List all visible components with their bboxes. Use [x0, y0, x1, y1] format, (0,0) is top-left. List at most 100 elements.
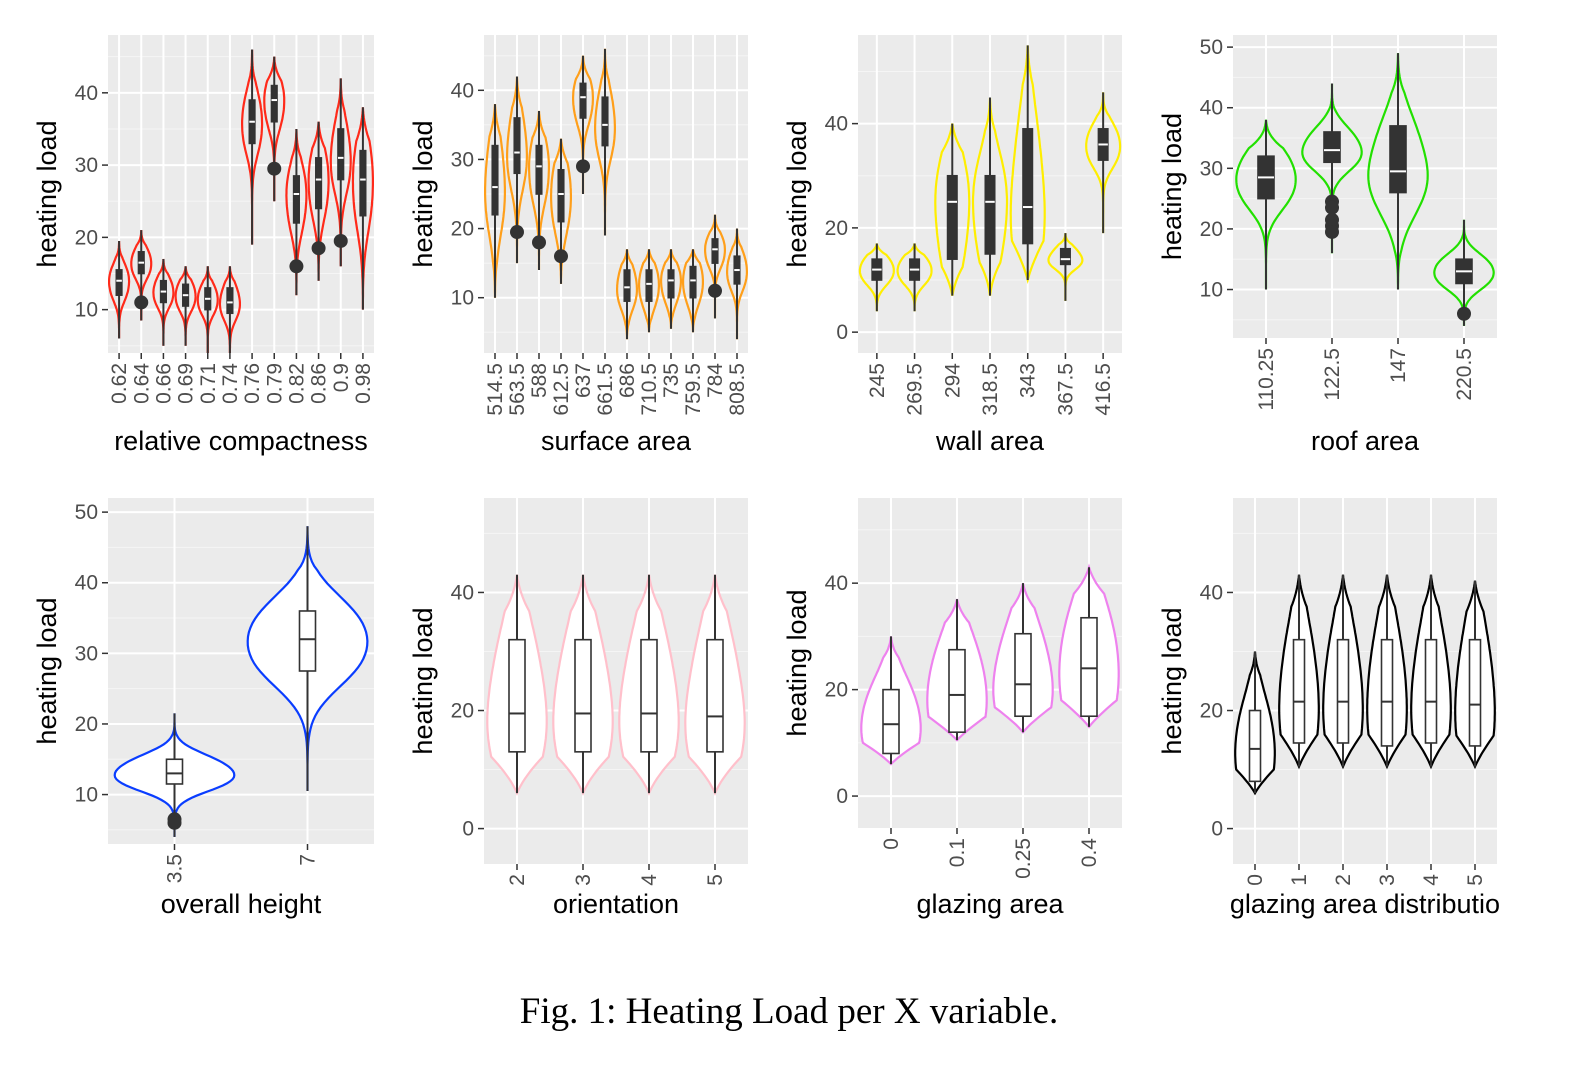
box-iqr — [1336, 638, 1350, 744]
violin-shape — [130, 230, 153, 321]
box-iqr — [315, 157, 323, 210]
x-tick-label: 0.64 — [130, 363, 153, 404]
chart-panel-2: 10 20 30 40 514.5 563.5 588 612.5 637 661.5 686 710… — [408, 35, 749, 456]
outlier-point — [1457, 306, 1471, 321]
box-iqr — [882, 688, 900, 755]
x-tick-label: 0.71 — [197, 363, 220, 404]
x-tick-label: 0.62 — [108, 363, 131, 404]
box-iqr — [1248, 709, 1262, 783]
y-tick-label: 50 — [1200, 36, 1223, 59]
y-tick-label: 40 — [825, 572, 848, 595]
violin-shape — [682, 249, 704, 333]
violin-shape — [1433, 219, 1495, 326]
x-tick-label: 5 — [1464, 874, 1487, 886]
x-tick-label: 5 — [704, 874, 727, 886]
x-tick-label: 7 — [297, 854, 320, 866]
violin-shape — [528, 110, 550, 270]
violin-shape — [638, 249, 660, 333]
box-iqr — [1292, 638, 1306, 744]
box-iqr — [711, 238, 719, 264]
box-iqr — [948, 648, 966, 733]
x-tick-label: 0.4 — [1078, 838, 1101, 868]
box-iqr — [1080, 616, 1098, 718]
box-iqr — [270, 84, 278, 123]
y-tick-label: 40 — [1200, 581, 1223, 604]
violin-shape — [660, 249, 682, 329]
chart-panel-8: 0 20 40 0 1 2 3 4 5 heating load glazing area dist… — [1157, 498, 1500, 919]
y-tick-label: 20 — [825, 217, 848, 240]
box-iqr — [557, 169, 565, 223]
panel-background — [1233, 498, 1497, 864]
x-axis-label: surface area — [541, 426, 692, 456]
x-tick-label: 0 — [1244, 874, 1267, 886]
x-tick-label: 343 — [1017, 363, 1040, 398]
x-tick-label: 3 — [1376, 874, 1399, 886]
y-tick-label: 10 — [1200, 279, 1223, 302]
x-tick-label: 4 — [638, 874, 661, 886]
y-tick-label: 40 — [451, 79, 474, 102]
y-tick-label: 20 — [1200, 218, 1223, 241]
y-axis-label: heating load — [782, 120, 812, 267]
box-iqr — [1014, 632, 1032, 718]
y-axis-label: heating load — [32, 120, 62, 267]
x-tick-label: 808.5 — [726, 363, 749, 416]
x-tick-label: 784 — [704, 363, 727, 398]
x-tick-label: 147 — [1387, 348, 1410, 383]
outlier-point — [333, 233, 348, 248]
outlier-point — [311, 241, 326, 256]
y-tick-label: 0 — [836, 321, 848, 344]
y-axis-label: heating load — [408, 607, 438, 754]
box-iqr — [1468, 638, 1482, 747]
box-iqr — [1323, 131, 1341, 164]
y-axis-label: heating load — [408, 120, 438, 267]
x-tick-label: 0.79 — [263, 363, 286, 404]
x-tick-label: 661.5 — [594, 363, 617, 416]
box-iqr — [946, 174, 958, 260]
box-iqr — [689, 265, 697, 299]
x-tick-label: 637 — [572, 363, 595, 398]
x-tick-label: 3.5 — [164, 854, 187, 883]
x-tick-label: 1 — [1288, 874, 1311, 886]
violin-shape — [934, 123, 971, 296]
outlier-point — [576, 159, 590, 174]
box-iqr — [1389, 125, 1407, 194]
box-iqr — [292, 175, 300, 224]
x-tick-label: 4 — [1420, 874, 1443, 886]
x-tick-label: 122.5 — [1321, 348, 1344, 401]
x-tick-label: 294 — [941, 363, 964, 398]
x-axis-label: wall area — [935, 426, 1045, 456]
x-tick-label: 0.66 — [152, 363, 175, 404]
y-axis-label: heating load — [1157, 607, 1187, 754]
x-tick-label: 0 — [880, 838, 903, 850]
box-iqr — [1380, 638, 1394, 747]
violin-shape — [896, 243, 933, 312]
y-axis-label: heating load — [32, 597, 62, 744]
y-tick-label: 0 — [836, 785, 848, 808]
outlier-point — [134, 295, 149, 310]
y-tick-label: 10 — [75, 299, 98, 322]
violin-marks — [113, 526, 369, 837]
x-tick-label: 2 — [506, 874, 529, 886]
chart-panel-7: 0 20 40 0 0.1 0.25 0.4 heating load glazing area — [782, 498, 1122, 919]
box-iqr — [535, 144, 543, 195]
y-tick-label: 40 — [451, 581, 474, 604]
x-tick-label: 563.5 — [506, 363, 529, 416]
x-tick-label: 318.5 — [979, 363, 1002, 416]
y-tick-label: 30 — [1200, 157, 1223, 180]
y-tick-label: 40 — [825, 113, 848, 136]
box-iqr — [706, 638, 724, 753]
figure-grid: 10 20 30 40 0.62 0.64 0.66 0.69 0.71 0.74 0.76 0.79… — [32, 35, 1500, 919]
violin-shape — [484, 104, 506, 298]
x-tick-label: 686 — [616, 363, 639, 398]
box-iqr — [115, 269, 123, 296]
box-iqr — [574, 638, 592, 753]
violin-marks — [484, 48, 748, 340]
x-tick-label: 367.5 — [1054, 363, 1077, 416]
outlier-point — [167, 815, 182, 830]
x-tick-label: 220.5 — [1453, 348, 1476, 401]
x-tick-label: 0.76 — [241, 363, 264, 404]
y-tick-label: 50 — [75, 501, 98, 524]
box-iqr — [298, 610, 317, 672]
box-iqr — [1424, 638, 1438, 744]
violin-marks — [858, 45, 1122, 312]
